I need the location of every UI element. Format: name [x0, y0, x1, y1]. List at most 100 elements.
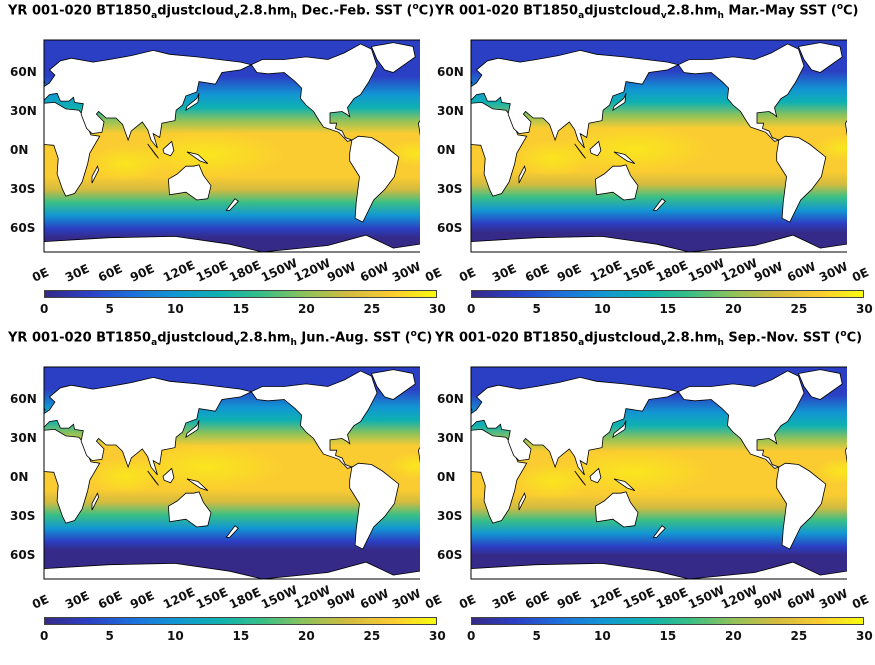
land-mass — [471, 234, 847, 252]
colorbar-tick-label: 20 — [725, 629, 742, 643]
land-mass — [349, 462, 400, 550]
colorbar-tick-label: 0 — [40, 302, 49, 316]
colorbar — [44, 290, 437, 298]
map-frame — [43, 39, 420, 253]
land-mass — [574, 470, 586, 486]
title-part: 2.8.hm — [239, 3, 291, 19]
land-mass — [776, 135, 827, 223]
land-mass — [250, 43, 378, 142]
panel-title: YR 001-020 BT1850adjustcloudv2.8.hmh Mar… — [435, 2, 858, 21]
colorbar-tick-label: 15 — [659, 629, 677, 643]
lat-tick-label: 30N — [437, 103, 464, 118]
title-part: a — [578, 10, 585, 21]
title-part: YR 001-020 BT1850 — [435, 330, 579, 346]
title-part: a — [151, 10, 158, 21]
land-mass — [44, 561, 420, 579]
land-mass — [44, 49, 253, 149]
colorbar-tick-label: 25 — [363, 629, 381, 643]
title-part: YR 001-020 BT1850 — [8, 3, 152, 19]
lat-tick-label: 60S — [437, 220, 463, 235]
title-part: 2.8.hm — [666, 3, 718, 19]
land-mass — [162, 140, 175, 157]
title-part: YR 001-020 BT1850 — [8, 330, 152, 346]
panel-title: YR 001-020 BT1850adjustcloudv2.8.hmh Jun… — [8, 329, 432, 348]
warm-pool — [387, 452, 420, 479]
land-mass — [91, 492, 100, 511]
colorbar-tick-label: 5 — [532, 302, 541, 316]
title-part: o — [840, 329, 847, 339]
sst-map — [470, 39, 847, 253]
lat-tick-label: 0N — [437, 142, 456, 157]
title-part: Mar.-May SST ( — [723, 3, 837, 19]
lat-tick-label: 60N — [10, 391, 37, 406]
colorbar — [44, 617, 437, 625]
sst-map — [43, 366, 420, 580]
land-mass — [44, 234, 420, 252]
sst-map — [470, 366, 847, 580]
land-mass — [652, 198, 666, 211]
title-part: a — [578, 337, 585, 348]
warm-pool — [558, 448, 712, 496]
colorbar-tick-label: 20 — [298, 629, 315, 643]
land-mass — [797, 42, 843, 73]
land-mass — [613, 478, 636, 491]
map-panel-son: YR 001-020 BT1850adjustcloudv2.8.hmh Sep… — [427, 329, 873, 665]
map-frame — [470, 366, 847, 580]
warm-pool — [131, 131, 285, 178]
land-mass — [370, 369, 416, 400]
title-part: h — [290, 337, 297, 348]
land-mass — [518, 165, 527, 184]
warm-pool — [87, 458, 165, 495]
land-mass — [186, 151, 209, 164]
title-part: C) — [846, 330, 863, 346]
land-mass — [471, 49, 680, 149]
map-frame — [470, 39, 847, 253]
lat-tick-label: 60S — [437, 547, 463, 562]
land-mass — [844, 120, 847, 137]
land-mass — [589, 140, 602, 157]
land-mass — [594, 164, 639, 201]
land-mass — [471, 376, 680, 476]
title-part: Jun.-Aug. SST ( — [296, 330, 411, 346]
colorbar-tick-label: 10 — [594, 629, 611, 643]
title-part: djustcloud — [584, 3, 661, 19]
land-mass — [594, 491, 639, 528]
colorbar-tick-label: 15 — [232, 629, 250, 643]
title-part: v — [660, 337, 667, 348]
title-part: o — [412, 2, 419, 12]
land-mass — [147, 143, 159, 159]
colorbar-tick-label: 0 — [467, 629, 476, 643]
land-mass — [225, 525, 239, 538]
land-mass — [185, 420, 200, 439]
warm-pool — [558, 125, 712, 173]
land-mass — [518, 492, 527, 511]
land-mass — [147, 470, 159, 486]
map-panel-djf: YR 001-020 BT1850adjustcloudv2.8.hmh Dec… — [0, 2, 446, 338]
lat-tick-label: 30N — [10, 103, 37, 118]
map-frame — [43, 366, 420, 580]
panel-title: YR 001-020 BT1850adjustcloudv2.8.hmh Sep… — [435, 329, 862, 348]
warm-pool — [514, 463, 592, 500]
land-mass — [612, 93, 627, 112]
title-part: h — [290, 10, 297, 21]
title-part: djustcloud — [584, 330, 661, 346]
warm-pool — [814, 458, 847, 485]
land-mass — [589, 467, 602, 484]
land-mass — [162, 467, 175, 484]
colorbar-tick-label: 10 — [594, 302, 611, 316]
map-panel-jja: YR 001-020 BT1850adjustcloudv2.8.hmh Jun… — [0, 329, 446, 665]
colorbar-tick-label: 5 — [105, 629, 114, 643]
lat-tick-label: 0N — [10, 142, 29, 157]
title-part: v — [233, 337, 240, 348]
land-mass — [677, 370, 805, 469]
colorbar-tick-label: 25 — [790, 629, 808, 643]
lat-tick-label: 30N — [437, 430, 464, 445]
title-part: Sep.-Nov. SST ( — [723, 330, 841, 346]
colorbar-tick-label: 15 — [659, 302, 677, 316]
title-part: o — [410, 329, 417, 339]
colorbar-tick-label: 25 — [363, 302, 381, 316]
colorbar-tick-label: 30 — [856, 629, 873, 643]
title-part: djustcloud — [157, 330, 234, 346]
title-part: 2.8.hm — [239, 330, 291, 346]
colorbar-tick-label: 25 — [790, 302, 808, 316]
